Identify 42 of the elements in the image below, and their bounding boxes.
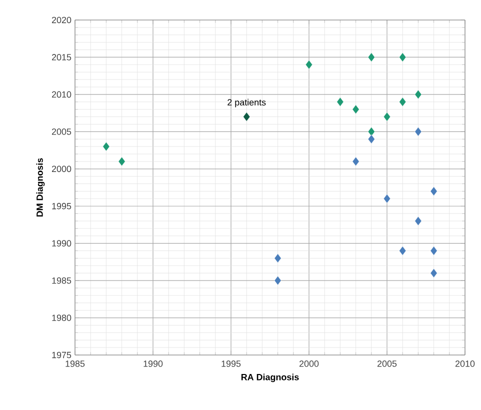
y-tick-label: 1980 <box>52 314 72 321</box>
point <box>414 127 422 136</box>
x-tick-label: 2005 <box>377 360 397 367</box>
annotation: 2 patients <box>228 98 266 108</box>
y-tick-label: 2010 <box>52 91 72 98</box>
y-tick-label: 2005 <box>52 128 72 135</box>
y-tick-label: 2020 <box>52 16 72 24</box>
point <box>368 52 375 62</box>
point <box>430 268 438 278</box>
point <box>399 97 406 107</box>
point <box>383 112 391 122</box>
y-tick-label: 1985 <box>52 277 72 284</box>
point <box>430 246 438 256</box>
point <box>336 97 344 107</box>
x-axis-title: RA Diagnosis <box>241 374 299 382</box>
x-tick-label: 1995 <box>222 360 241 367</box>
y-axis-title: DM Diagnosis <box>36 158 45 217</box>
x-tick-label: 2010 <box>455 360 475 367</box>
point <box>305 60 313 70</box>
point <box>274 276 282 286</box>
point <box>430 186 438 196</box>
x-tick-label: 1990 <box>144 360 163 367</box>
point <box>243 112 250 122</box>
y-tick-label: 1990 <box>52 240 72 247</box>
point <box>399 246 406 256</box>
point <box>368 134 375 144</box>
point <box>368 127 375 136</box>
y-tick-label: 1975 <box>52 352 72 358</box>
y-tick-label: 1995 <box>52 202 72 210</box>
y-tick-label: 2015 <box>52 54 72 60</box>
point <box>118 156 126 166</box>
point <box>383 194 391 204</box>
x-tick-label: 1985 <box>66 360 85 367</box>
point <box>352 156 360 166</box>
point <box>414 90 422 100</box>
point <box>102 142 110 152</box>
point <box>352 104 360 114</box>
point <box>414 216 422 226</box>
y-tick-label: 2000 <box>52 166 72 172</box>
point <box>399 52 406 62</box>
point <box>274 254 282 263</box>
x-tick-label: 2000 <box>299 360 319 367</box>
